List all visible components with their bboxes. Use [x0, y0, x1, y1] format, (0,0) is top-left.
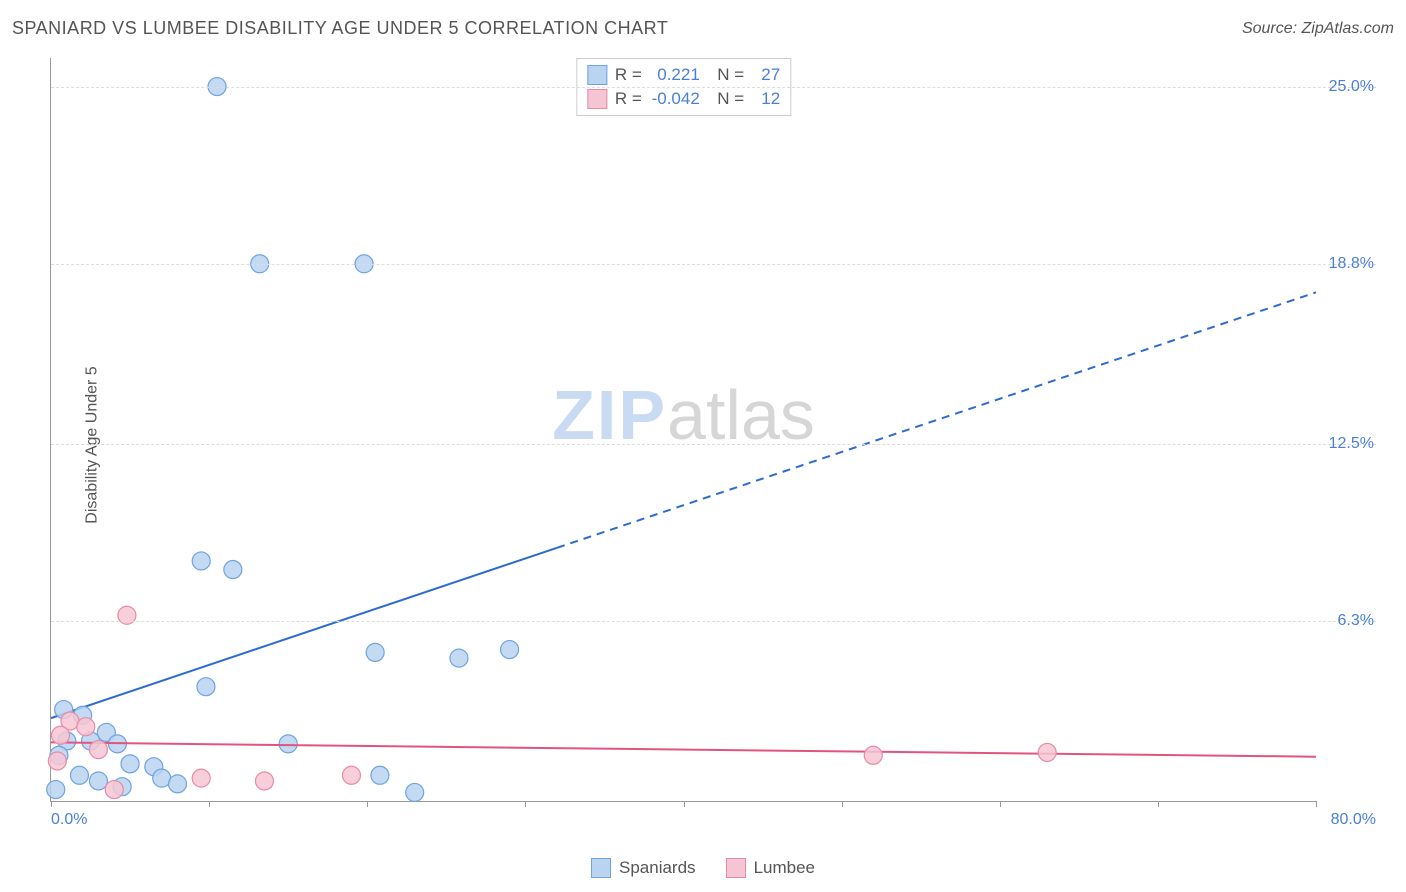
legend-swatch [587, 65, 607, 85]
grid-line [51, 621, 1376, 622]
data-point [89, 741, 107, 759]
legend-item: Spaniards [591, 858, 696, 878]
y-tick-label: 6.3% [1338, 612, 1374, 630]
y-tick-label: 12.5% [1329, 435, 1374, 453]
x-tick [842, 801, 843, 807]
legend-swatch [591, 858, 611, 878]
stat-r-label: R = [615, 89, 642, 109]
data-point [501, 641, 519, 659]
y-tick-label: 25.0% [1329, 78, 1374, 96]
chart-area: Disability Age Under 5 ZIPatlas R =0.221… [50, 58, 1376, 832]
data-point [224, 561, 242, 579]
x-tick [525, 801, 526, 807]
data-point [121, 755, 139, 773]
x-tick [367, 801, 368, 807]
stats-row: R = 0.221 N = 27 [587, 63, 780, 87]
data-point [192, 769, 210, 787]
data-point [77, 718, 95, 736]
regression-line [51, 742, 1316, 756]
data-point [48, 752, 66, 770]
y-tick-label: 18.8% [1329, 255, 1374, 273]
data-point [70, 766, 88, 784]
data-point [169, 775, 187, 793]
chart-title: SPANIARD VS LUMBEE DISABILITY AGE UNDER … [12, 18, 668, 39]
x-tick [684, 801, 685, 807]
data-point [406, 783, 424, 801]
regression-line [51, 548, 557, 718]
chart-source: Source: ZipAtlas.com [1242, 20, 1394, 38]
x-tick [1316, 801, 1317, 807]
data-point [105, 781, 123, 799]
data-point [371, 766, 389, 784]
data-point [450, 649, 468, 667]
stat-r-value: 0.221 [650, 65, 700, 85]
data-point [342, 766, 360, 784]
stat-n-value: 27 [752, 65, 780, 85]
plot-svg [51, 58, 1316, 801]
grid-line [51, 264, 1376, 265]
data-point [366, 643, 384, 661]
data-point [864, 746, 882, 764]
data-point [1038, 743, 1056, 761]
bottom-legend: Spaniards Lumbee [591, 858, 815, 878]
legend-label: Lumbee [754, 858, 815, 878]
x-tick [209, 801, 210, 807]
x-tick [51, 801, 52, 807]
stat-r-value: -0.042 [650, 89, 700, 109]
data-point [255, 772, 273, 790]
data-point [47, 781, 65, 799]
data-point [192, 552, 210, 570]
data-point [51, 726, 69, 744]
stats-row: R = -0.042 N = 12 [587, 87, 780, 111]
legend-label: Spaniards [619, 858, 696, 878]
data-point [279, 735, 297, 753]
regression-line-dashed [557, 292, 1316, 547]
legend-swatch [587, 89, 607, 109]
data-point [89, 772, 107, 790]
stat-n-label: N = [708, 89, 744, 109]
stat-n-label: N = [708, 65, 744, 85]
data-point [197, 678, 215, 696]
stat-r-label: R = [615, 65, 642, 85]
x-max-label: 80.0% [1331, 811, 1376, 829]
chart-header: SPANIARD VS LUMBEE DISABILITY AGE UNDER … [12, 18, 1394, 39]
stat-n-value: 12 [752, 89, 780, 109]
grid-line [51, 444, 1376, 445]
grid-line [51, 87, 1376, 88]
x-min-label: 0.0% [51, 811, 87, 829]
plot-region: ZIPatlas R =0.221 N =27R =-0.042 N =12 6… [50, 58, 1316, 802]
x-tick [1000, 801, 1001, 807]
x-tick [1158, 801, 1159, 807]
legend-swatch [726, 858, 746, 878]
legend-item: Lumbee [726, 858, 815, 878]
